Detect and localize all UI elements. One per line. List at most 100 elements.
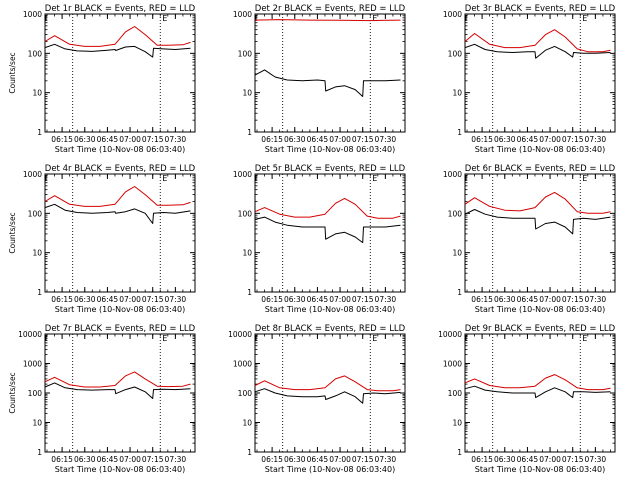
lld-series-line xyxy=(44,26,191,47)
lld-series-line xyxy=(254,375,401,392)
y-tick-label: 1 xyxy=(247,288,252,297)
x-tick-label: 07:30 xyxy=(165,295,187,304)
x-tick-label: 07:30 xyxy=(375,455,397,464)
x-tick-label: 06:30 xyxy=(284,295,306,304)
x-tick-label: 06:15 xyxy=(51,455,73,464)
y-tick-label: 1000 xyxy=(443,10,462,19)
chart-panel-1: Det 1r BLACK = Events, RED = LLD 1 10 100 10… xyxy=(8,4,196,154)
x-tick-label: 06:45 xyxy=(97,135,119,144)
y-tick-label: 1 xyxy=(457,448,462,457)
x-tick-label: 07:00 xyxy=(539,295,561,304)
plot-frame xyxy=(254,333,406,453)
plot-frame xyxy=(254,13,406,133)
plot-frame xyxy=(44,173,196,293)
x-tick-label: 06:45 xyxy=(517,295,539,304)
x-tick-label: 07:15 xyxy=(352,295,374,304)
x-tick-label: 07:30 xyxy=(585,455,607,464)
y-tick-label: 1000 xyxy=(23,170,42,179)
y-tick-label: 10 xyxy=(242,249,252,258)
time-marker-label: E xyxy=(372,14,377,23)
y-tick-label: 10 xyxy=(452,249,462,258)
x-axis-label: Start Time (10-Nov-08 06:03:40) xyxy=(265,305,395,314)
x-tick-label: 07:30 xyxy=(165,455,187,464)
x-tick-label: 07:15 xyxy=(352,135,374,144)
x-tick-label: 07:15 xyxy=(562,295,584,304)
y-tick-label: 1000 xyxy=(233,10,252,19)
lld-series-line xyxy=(44,186,191,207)
y-tick-label: 1 xyxy=(247,128,252,137)
y-tick-label: 10 xyxy=(32,89,42,98)
lld-series-line xyxy=(254,19,401,22)
x-tick-label: 06:15 xyxy=(261,295,283,304)
y-tick-label: 100 xyxy=(448,389,463,398)
chart-panel-7: Det 7r BLACK = Events, RED = LLD 1 10 100 10… xyxy=(8,324,196,474)
x-tick-label: 06:15 xyxy=(261,135,283,144)
y-tick-label: 1000 xyxy=(443,170,462,179)
x-tick-label: 06:30 xyxy=(494,455,516,464)
x-tick-label: 07:30 xyxy=(375,295,397,304)
chart-panel-2: Det 2r BLACK = Events, RED = LLD 1 10 100 10… xyxy=(233,4,406,154)
x-tick-label: 07:30 xyxy=(165,135,187,144)
y-tick-label: 10 xyxy=(452,419,462,428)
y-tick-label: 100 xyxy=(238,389,253,398)
x-tick-label: 07:15 xyxy=(142,295,164,304)
chart-panel-4: Det 4r BLACK = Events, RED = LLD 1 10 100 10… xyxy=(8,164,196,314)
x-tick-label: 07:15 xyxy=(142,455,164,464)
lld-series-line xyxy=(464,374,611,391)
chart-title: Det 6r BLACK = Events, RED = LLD xyxy=(465,164,616,174)
plot-frame xyxy=(44,13,196,133)
chart-panel-6: Det 6r BLACK = Events, RED = LLD 1 10 100 10… xyxy=(443,164,616,314)
y-tick-label: 1000 xyxy=(23,10,42,19)
x-tick-label: 07:00 xyxy=(329,455,351,464)
lld-series-line xyxy=(464,29,611,53)
y-tick-label: 1000 xyxy=(443,360,462,369)
chart-title: Det 9r BLACK = Events, RED = LLD xyxy=(465,324,616,334)
y-tick-label: 10 xyxy=(242,419,252,428)
x-tick-label: 07:30 xyxy=(585,295,607,304)
plot-frame xyxy=(464,173,616,293)
chart-title: Det 3r BLACK = Events, RED = LLD xyxy=(465,4,616,14)
x-tick-label: 06:45 xyxy=(97,295,119,304)
y-tick-label: 100 xyxy=(28,389,43,398)
x-tick-label: 06:30 xyxy=(284,135,306,144)
x-tick-label: 06:30 xyxy=(74,135,96,144)
y-tick-label: 1 xyxy=(37,288,42,297)
events-series-line xyxy=(44,382,191,399)
time-marker-label: E xyxy=(582,334,587,343)
events-series-line xyxy=(254,69,401,97)
time-marker-label: E xyxy=(162,14,167,23)
plot-frame xyxy=(464,333,616,453)
y-axis-label: Counts/sec xyxy=(8,372,17,413)
x-tick-label: 06:30 xyxy=(494,135,516,144)
y-tick-label: 100 xyxy=(448,209,463,218)
y-tick-label: 100 xyxy=(28,209,43,218)
y-tick-label: 1 xyxy=(37,448,42,457)
time-marker-label: E xyxy=(372,174,377,183)
x-tick-label: 07:00 xyxy=(119,295,141,304)
chart-panel-8: Det 8r BLACK = Events, RED = LLD 1 10 100 10… xyxy=(228,324,406,474)
y-tick-label: 1 xyxy=(457,288,462,297)
x-tick-label: 06:45 xyxy=(97,455,119,464)
lld-series-line xyxy=(464,191,611,214)
x-tick-label: 07:00 xyxy=(329,295,351,304)
x-axis-label: Start Time (10-Nov-08 06:03:40) xyxy=(265,145,395,154)
y-tick-label: 10 xyxy=(32,249,42,258)
y-tick-label: 1 xyxy=(247,448,252,457)
x-tick-label: 06:30 xyxy=(494,295,516,304)
x-tick-label: 07:30 xyxy=(585,135,607,144)
y-tick-label: 10 xyxy=(32,419,42,428)
plot-frame xyxy=(464,13,616,133)
x-tick-label: 06:45 xyxy=(307,135,329,144)
y-tick-label: 1 xyxy=(37,128,42,137)
lld-series-line xyxy=(44,371,191,388)
events-series-line xyxy=(464,385,611,399)
y-tick-label: 100 xyxy=(238,209,253,218)
y-axis-label: Counts/sec xyxy=(8,52,17,93)
events-series-line xyxy=(464,209,611,235)
chart-title: Det 1r BLACK = Events, RED = LLD xyxy=(45,4,196,14)
chart-panel-5: Det 5r BLACK = Events, RED = LLD 1 10 100 10… xyxy=(233,164,406,314)
x-tick-label: 07:15 xyxy=(562,135,584,144)
x-tick-label: 07:15 xyxy=(352,455,374,464)
chart-title: Det 8r BLACK = Events, RED = LLD xyxy=(255,324,406,334)
y-tick-label: 100 xyxy=(28,49,43,58)
